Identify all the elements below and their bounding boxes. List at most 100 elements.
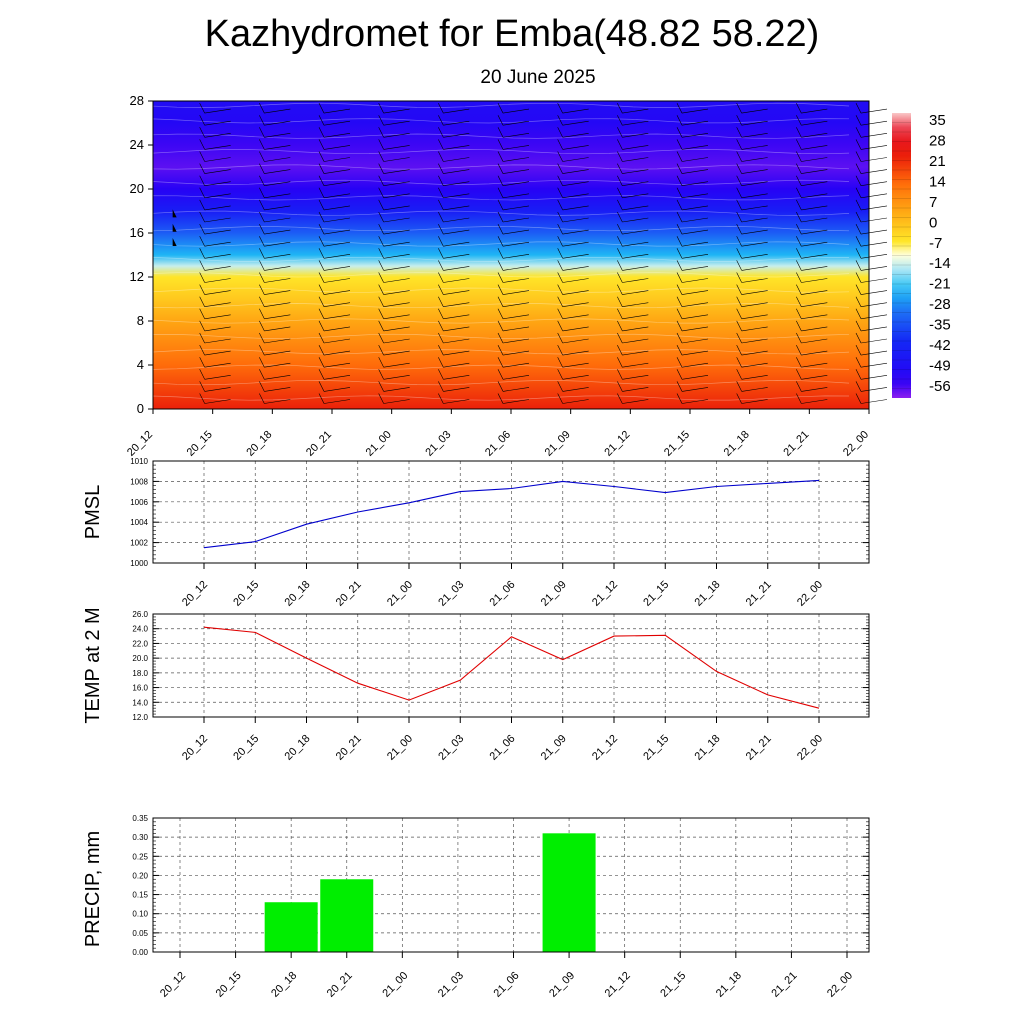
wind-barb <box>681 217 709 223</box>
colorbar-label: -14 <box>929 255 951 272</box>
wind-barb-flag <box>318 151 325 162</box>
wind-barb-flag <box>497 102 504 114</box>
wind-barb-flag <box>736 284 742 295</box>
precip-panel: 0.00 0.05 0.10 0.15 0.20 0.25 0.30 0.35 20_12 20_… <box>82 814 870 1000</box>
wind-barb-flag <box>378 320 384 332</box>
wind-barb <box>801 375 828 380</box>
chart-title: Kazhydromet for Emba(48.82 58.22) <box>204 13 820 55</box>
wind-barb-flag <box>617 236 623 247</box>
wind-barb-flag <box>318 187 325 198</box>
y-tick-label: 0 <box>137 401 144 416</box>
wind-barb <box>443 157 470 162</box>
wind-barb-flag <box>557 260 563 271</box>
wind-barb <box>323 338 351 344</box>
wind-barb <box>562 229 589 235</box>
x-tick-label: 20_18 <box>283 733 313 763</box>
wind-barb <box>860 326 888 332</box>
wind-barb <box>502 181 530 186</box>
x-tick-label: 22_00 <box>841 429 871 459</box>
wind-barb <box>741 229 768 235</box>
wind-barb <box>681 229 709 235</box>
wind-pennant <box>172 223 177 232</box>
wind-barb-flag <box>736 308 742 319</box>
wind-barb-flag <box>378 175 384 186</box>
wind-barb <box>562 120 589 126</box>
wind-barb-flag <box>617 393 623 404</box>
wind-barb <box>204 375 231 380</box>
wind-barb-flag <box>736 139 742 150</box>
wind-barb <box>383 399 410 404</box>
wind-barb <box>562 266 589 271</box>
x-tick-label: 20_21 <box>334 579 364 609</box>
wind-barb <box>264 278 291 283</box>
y-tick-label: 0.05 <box>132 929 148 938</box>
y-axis-label: PMSL <box>82 485 104 539</box>
wind-barb-flag <box>796 248 802 259</box>
wind-barb <box>562 241 589 247</box>
wind-barb-flag <box>438 223 444 235</box>
x-tick-label: 20_18 <box>283 579 313 609</box>
wind-barb-flag <box>259 236 265 247</box>
wind-barb <box>502 193 530 199</box>
wind-barb-flag <box>199 211 205 223</box>
wind-barb <box>741 387 768 392</box>
colorbar-label: 14 <box>929 173 946 190</box>
wind-barb-flag <box>497 344 504 356</box>
wind-barb <box>323 387 351 392</box>
wind-barb-flag <box>736 187 742 198</box>
temp-panel: 12.0 14.0 16.0 18.0 20.0 22.0 24.0 26.0 20_12 20_… <box>82 607 870 763</box>
wind-barb-flag <box>438 320 444 332</box>
wind-barb-flag <box>796 187 802 198</box>
wind-barb <box>681 157 709 162</box>
wind-barb-flag <box>617 223 623 235</box>
wind-barb-flag <box>497 163 504 174</box>
wind-barb-flag <box>199 320 205 332</box>
wind-barb-flag <box>318 344 325 356</box>
x-tick-label: 21_00 <box>385 733 415 763</box>
wind-barb-flag <box>378 199 384 211</box>
wind-barb-flag <box>676 272 683 283</box>
wind-barb-flag <box>199 127 205 138</box>
wind-barb-flag <box>199 332 205 344</box>
y-tick-label: 1010 <box>130 457 148 466</box>
wind-barb <box>443 145 470 150</box>
x-tick-label: 21_21 <box>744 579 774 609</box>
wind-barb <box>383 145 410 150</box>
y-tick-label: 22.0 <box>132 639 148 648</box>
wind-barb <box>443 169 470 174</box>
wind-barb-flag <box>617 272 623 283</box>
wind-barb <box>502 157 530 162</box>
wind-barb <box>264 387 291 392</box>
colorbar-label: -28 <box>929 296 951 313</box>
wind-barb-flag <box>855 260 862 271</box>
wind-barb <box>502 108 530 114</box>
wind-barb <box>264 133 291 138</box>
wind-barb <box>681 169 709 174</box>
wind-barb <box>323 314 351 320</box>
wind-barb <box>204 157 231 162</box>
wind-barb-flag <box>855 102 862 114</box>
wind-barb-flag <box>318 296 325 307</box>
wind-barb <box>801 399 828 404</box>
wind-barb-flag <box>796 357 802 368</box>
wind-barb-flag <box>318 223 325 235</box>
wind-barb <box>681 387 709 392</box>
wind-barb <box>264 181 291 186</box>
wind-barb-flag <box>259 260 265 271</box>
wind-barb-flag <box>259 139 265 150</box>
wind-barb-flag <box>676 151 683 162</box>
y-tick-label: 1006 <box>130 498 148 507</box>
wind-barb <box>622 120 649 126</box>
wind-barb-flag <box>557 393 563 404</box>
wind-barb <box>860 350 888 356</box>
wind-barb-flag <box>736 344 742 356</box>
contour-line <box>152 272 850 278</box>
wind-barb-flag <box>259 320 265 332</box>
x-tick-label: 21_09 <box>547 970 577 1000</box>
wind-barb <box>502 314 530 320</box>
wind-barb-flag <box>855 223 862 235</box>
wind-barb-flag <box>497 308 504 319</box>
wind-barb <box>264 266 291 271</box>
wind-barb <box>860 157 888 162</box>
wind-barb <box>741 157 768 162</box>
